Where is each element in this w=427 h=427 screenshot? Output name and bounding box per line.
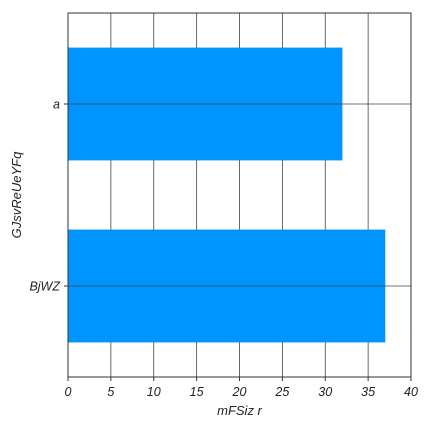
y-tick-label: BjWZ xyxy=(29,280,60,294)
bars xyxy=(68,47,386,343)
y-tick-marks xyxy=(68,103,411,287)
x-tick-label: 10 xyxy=(147,385,161,399)
y-tick-label: a xyxy=(53,98,60,112)
x-tick-label: 15 xyxy=(190,385,204,399)
x-axis-ticks: 0 5 10 15 20 25 30 35 40 xyxy=(65,377,418,399)
x-axis-label: mFSiz r xyxy=(217,403,262,418)
x-tick-label: 30 xyxy=(318,385,332,399)
x-tick-label: 20 xyxy=(232,385,247,399)
x-tick-label: 40 xyxy=(404,385,418,399)
x-tick-label: 0 xyxy=(65,385,72,399)
y-axis-ticks: a BjWZ xyxy=(29,98,68,294)
y-axis-label: GJsvReUeYFq xyxy=(9,151,24,238)
x-tick-label: 35 xyxy=(361,385,375,399)
x-tick-label: 25 xyxy=(274,385,289,399)
x-tick-label: 5 xyxy=(107,385,114,399)
